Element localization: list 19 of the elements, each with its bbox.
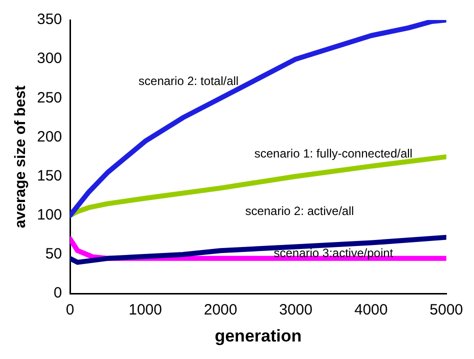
- y-tick-label: 250: [36, 89, 62, 106]
- y-tick-label: 350: [36, 11, 62, 28]
- y-tick-label: 50: [45, 246, 62, 263]
- y-tick-label: 300: [36, 50, 62, 68]
- x-tick-label: 0: [66, 302, 74, 319]
- annotation: scenario 1: fully-connected/all: [254, 146, 412, 160]
- x-tick-label: 1000: [128, 302, 162, 319]
- x-tick-label: 2000: [204, 302, 238, 319]
- x-tick-label: 5000: [430, 302, 464, 319]
- y-tick-label: 0: [54, 284, 62, 302]
- x-tick-label: 3000: [279, 302, 312, 319]
- y-axis-title: average size of best: [12, 86, 30, 228]
- y-tick-label: 100: [36, 206, 62, 224]
- y-tick-label: 150: [36, 167, 62, 184]
- y-tick-label: 200: [36, 128, 62, 146]
- annotation: scenario 2: total/all: [138, 74, 239, 88]
- x-tick-label: 4000: [354, 302, 388, 319]
- annotation: scenario 2: active/all: [245, 204, 354, 218]
- x-axis-title: generation: [214, 326, 302, 346]
